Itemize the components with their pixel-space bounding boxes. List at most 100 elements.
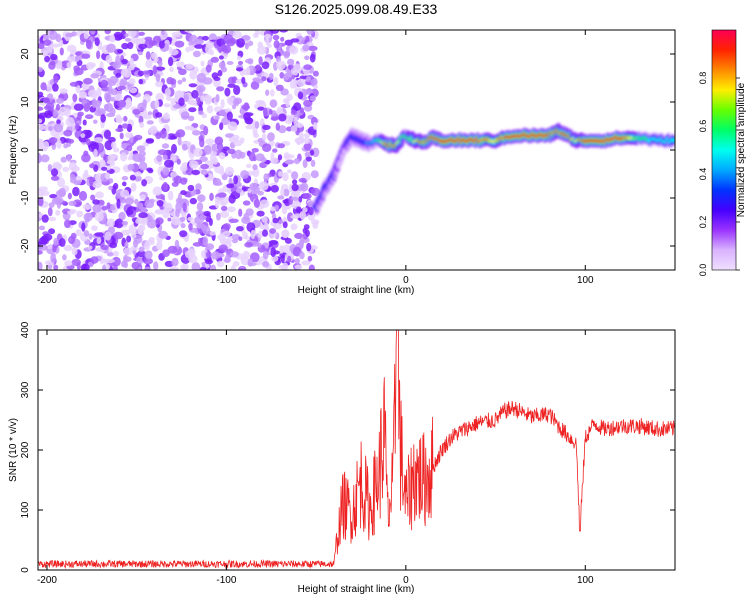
spectrogram-noise-cell <box>55 103 61 111</box>
spectrogram-noise-cell <box>127 84 132 91</box>
spectrogram-noise-cell <box>298 131 304 140</box>
spectrogram-noise-cell <box>95 191 104 199</box>
spectrogram-noise-cell <box>131 261 140 270</box>
snr-y-ticks: 0 100 200 300 400 <box>20 321 675 573</box>
spectrogram-noise-cell <box>224 87 231 97</box>
spectrogram-noise-cell <box>85 39 92 50</box>
spectrogram-noise-cell <box>246 222 256 233</box>
spectrogram-noise-cell <box>182 202 187 212</box>
spectrogram-noise-cell <box>104 172 111 180</box>
spectrogram-noise-cell <box>218 109 226 116</box>
spectrogram-noise-cell <box>191 262 201 270</box>
spectrogram-noise-cell <box>90 256 99 264</box>
spectrogram-noise-cell <box>252 164 258 171</box>
spectrogram-noise-cell <box>233 30 242 39</box>
spectrogram-noise-cell <box>243 212 249 222</box>
spectrogram-noise-cell <box>179 230 188 238</box>
spectrogram-noise-cell <box>236 226 244 232</box>
spectrogram-noise-cell <box>38 140 45 149</box>
spectrogram-noise-cell <box>169 266 179 270</box>
spectrogram-noise-cell <box>248 151 256 162</box>
spectrogram-noise-cell <box>281 206 288 215</box>
spectrogram-noise-cell <box>143 114 152 120</box>
spectrogram-noise-cell <box>256 210 265 217</box>
spectrogram-noise-cell <box>65 117 75 127</box>
spectrogram-noise-cell <box>123 115 128 122</box>
spectrogram-noise-cell <box>75 229 82 237</box>
spectrogram-noise-cell <box>287 169 292 174</box>
spectrogram-noise-cell <box>198 87 203 97</box>
spectrogram-noise-cell <box>93 137 104 143</box>
spectrogram-noise-cell <box>106 252 114 257</box>
spectrogram-noise-cell <box>241 76 246 84</box>
spectrogram-noise-cell <box>202 77 213 85</box>
spectrogram-noise-cell <box>49 60 56 66</box>
spectrogram-noise-cell <box>293 158 300 165</box>
spectrogram-noise-cell <box>96 50 101 60</box>
spectrogram-noise-cell <box>169 66 174 73</box>
spectrogram-noise-cell <box>310 159 316 167</box>
spectrogram-noise-cell <box>93 100 102 107</box>
spectrogram-noise-cell <box>112 250 120 257</box>
spectrogram-noise-cell <box>272 34 280 41</box>
spectrogram-noise-cell <box>138 43 148 50</box>
spectrogram-noise-cell <box>205 259 213 265</box>
spectrogram-noise-cell <box>228 218 239 223</box>
spectrogram-noise-cell <box>94 232 104 237</box>
spectrogram-noise-cell <box>279 245 284 254</box>
spectrogram-noise-cell <box>290 125 298 133</box>
y-tick-label: 0 <box>20 567 31 573</box>
spectrogram-noise-cell <box>234 149 243 160</box>
spectrogram-noise-cell <box>306 30 314 35</box>
spectrogram-noise-cell <box>50 253 56 263</box>
spectrogram-noise-cell <box>205 138 215 145</box>
spectrogram-noise-cell <box>115 128 124 132</box>
spectrogram-noise-cell <box>262 261 270 268</box>
spectrogram-noise-cell <box>302 207 308 213</box>
spectrogram-noise-cell <box>138 79 144 85</box>
x-tick-label: -100 <box>216 575 236 586</box>
spectrogram-noise-cell <box>87 245 93 250</box>
spectrogram-noise-cell <box>157 149 168 156</box>
spectrogram-noise-cell <box>282 230 289 238</box>
spectrogram-noise-cell <box>220 66 228 73</box>
spectrogram-noise-cell <box>188 223 193 231</box>
spectrogram-noise-cell <box>81 153 91 163</box>
spectrogram-noise-cell <box>203 94 213 103</box>
spectrogram-noise-cell <box>180 223 186 229</box>
spectrogram-noise-cell <box>101 86 110 92</box>
spectrogram-noise-cell <box>300 182 309 192</box>
spectrogram-noise-cell <box>253 198 260 208</box>
spectrogram-noise-cell <box>228 177 233 185</box>
spectrogram-noise-cell <box>38 42 45 50</box>
spectrogram-noise-cell <box>66 61 72 69</box>
spectrogram-noise-cell <box>180 177 188 185</box>
spectrogram-noise-cell <box>282 172 289 182</box>
spectrogram-noise-cell <box>262 143 272 152</box>
spectrogram-noise-cell <box>277 143 286 149</box>
spectrogram-noise-cell <box>127 163 135 171</box>
spectrogram-noise-cell <box>270 206 277 212</box>
spectrogram-noise-cell <box>215 94 220 103</box>
spectrogram-noise-cell <box>63 129 73 137</box>
spectrogram-noise-cell <box>83 77 93 85</box>
snr-x-label: Height of straight line (km) <box>298 584 415 595</box>
spectrogram-noise-cell <box>292 69 299 76</box>
spectrogram-noise-cell <box>176 91 185 97</box>
spectrogram-noise-cell <box>50 168 59 177</box>
spectrogram-noise-cell <box>154 99 160 109</box>
spectrogram-noise-cell <box>200 60 205 67</box>
spectrogram-noise-cell <box>38 124 45 131</box>
spectrogram-noise-cell <box>278 113 287 122</box>
spectrogram-noise-cell <box>188 83 198 88</box>
spectrogram-noise-cell <box>174 40 185 48</box>
spectrogram-noise-cell <box>164 87 171 98</box>
spectrogram-noise-cell <box>92 180 102 189</box>
spectrogram-noise-cell <box>82 119 87 126</box>
spectrogram-noise-cell <box>252 167 260 178</box>
spectrogram-noise-cell <box>214 115 220 121</box>
spectrogram-noise-cell <box>45 244 55 249</box>
spectrogram-noise-cell <box>262 229 268 237</box>
spectrogram-noise-cell <box>269 30 280 34</box>
colorbar-tick-label: 0.8 <box>698 72 708 85</box>
